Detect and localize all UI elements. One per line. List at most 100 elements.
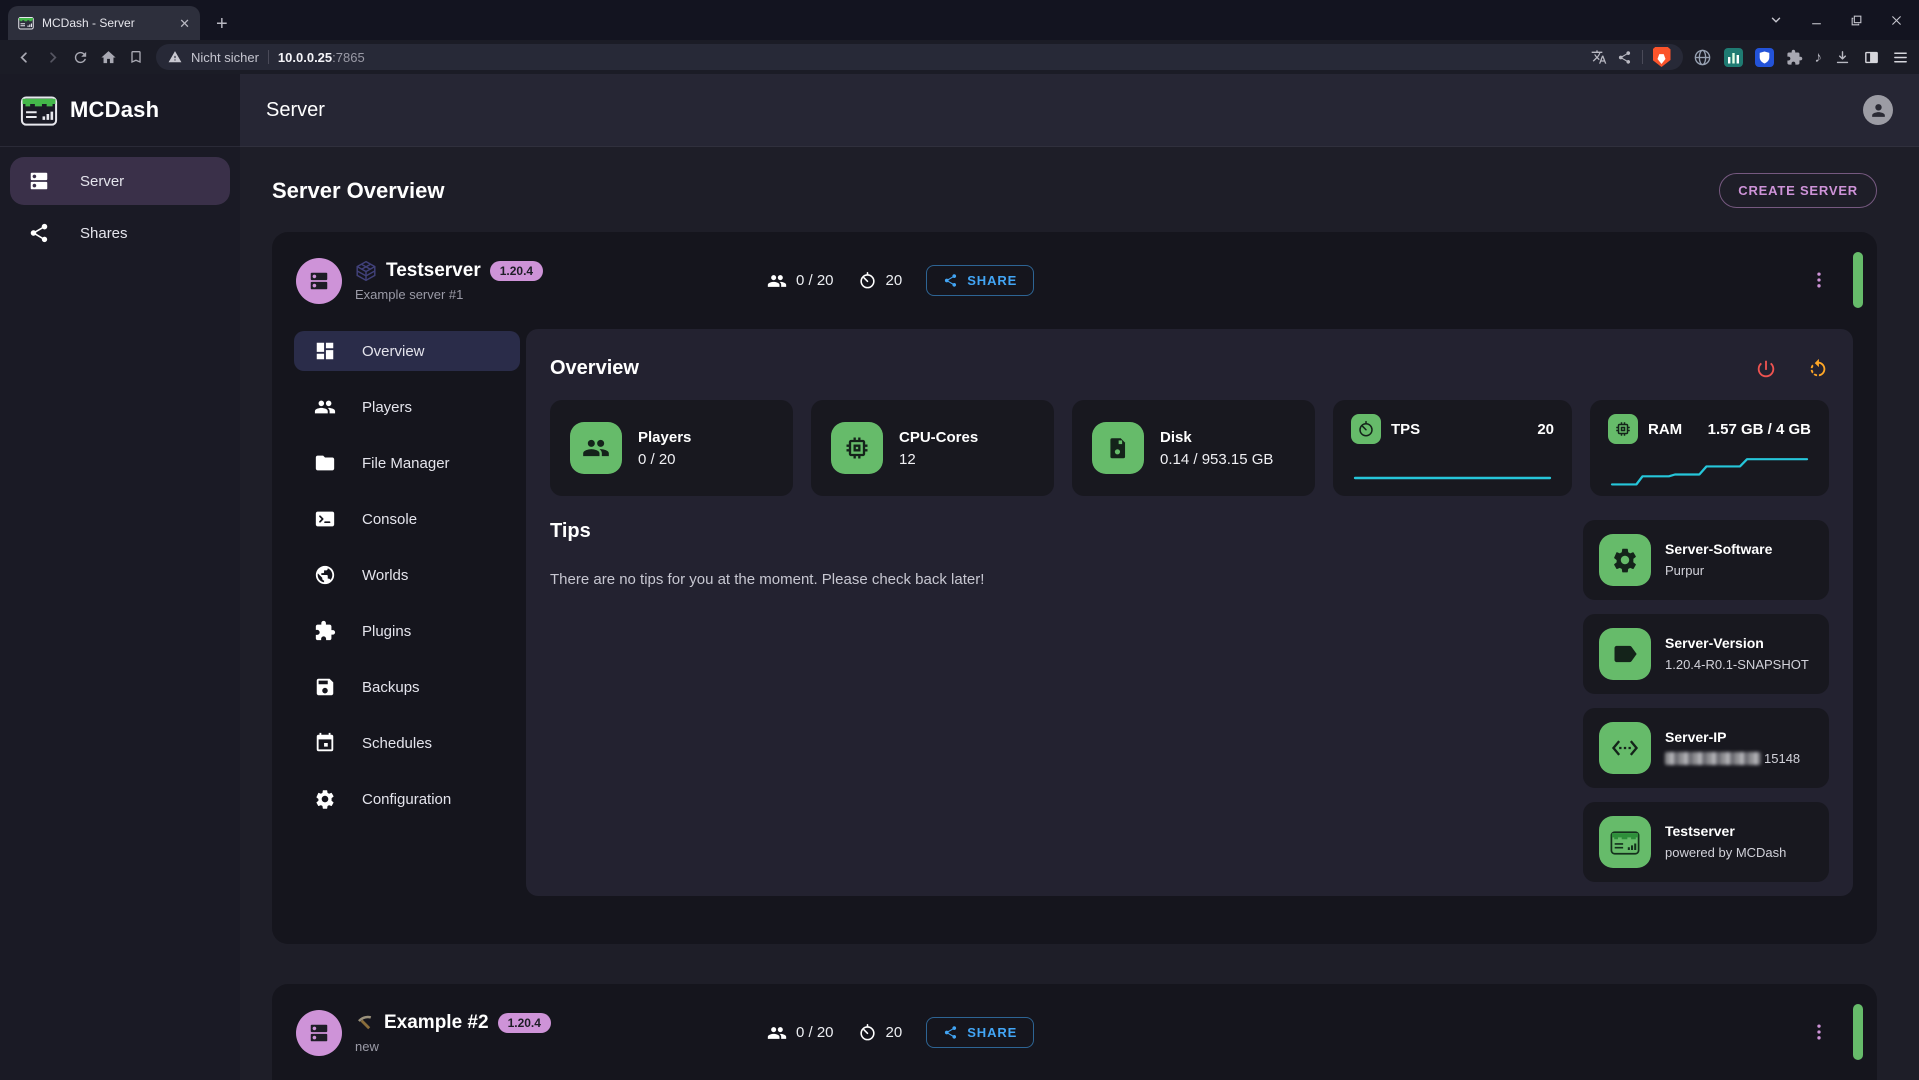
tab-plugins[interactable]: Plugins [294,611,520,651]
info-card-software: Server-Software Purpur [1583,520,1829,600]
tab-overview[interactable]: Overview [294,331,520,371]
sidebar: MCDash Server Shares [0,74,240,1080]
restart-button[interactable] [1807,358,1829,380]
server-subtitle: Example server #1 [355,286,464,302]
account-avatar[interactable] [1863,95,1893,125]
puzzle-icon [314,620,336,642]
home-button[interactable] [94,43,122,71]
stat-card-players: Players 0 / 20 [550,400,793,496]
tips-heading: Tips [550,520,591,542]
brand-name: MCDash [70,97,160,122]
forward-button[interactable] [38,43,66,71]
tab-worlds[interactable]: Worlds [294,555,520,595]
tps-gauge-icon [858,271,877,290]
players-count: 0 / 20 [796,1024,834,1041]
sidebar-item-server[interactable]: Server [10,157,230,205]
window-restore-button[interactable] [1843,7,1869,33]
person-icon [1869,101,1888,120]
redacted-ip [1665,751,1761,765]
server-card-example2: Example #2 1.20.4 new 0 / 20 20 SHARE [272,984,1877,1080]
tab-title: MCDash - Server [42,16,135,30]
globe-icon [314,564,336,586]
extensions-puzzle-icon[interactable] [1786,49,1803,66]
server-card-header[interactable]: Example #2 1.20.4 new 0 / 20 20 SHARE [272,984,1877,1080]
server-card-testserver: Testserver 1.20.4 Example server #1 0 / … [272,232,1877,944]
back-button[interactable] [10,43,38,71]
sidebar-toggle-icon[interactable] [1863,49,1880,66]
gear-icon [1599,534,1651,586]
overview-panel: Overview Players 0 / 20 [526,329,1853,896]
downloads-icon[interactable] [1834,49,1851,66]
url-field[interactable]: Nicht sicher 10.0.0.25:7865 [156,44,1683,70]
tab-backups[interactable]: Backups [294,667,520,707]
save-icon [314,676,336,698]
server-online-status-bar [1853,252,1863,308]
browser-menu-icon[interactable] [1892,49,1909,66]
players-icon [314,396,336,418]
sidebar-item-shares[interactable]: Shares [10,209,230,257]
server-menu-button[interactable] [1809,1022,1829,1047]
tab-search-chevron-icon[interactable] [1763,7,1789,33]
browser-tab[interactable]: MCDash - Server ✕ [8,6,200,40]
share-server-button[interactable]: SHARE [926,1017,1035,1048]
cpu-chip-icon [831,422,883,474]
globe-extension-icon[interactable] [1693,48,1712,67]
server-avatar [296,1009,342,1056]
url-host: 10.0.0.25 [277,49,333,65]
server-version-badge: 1.20.4 [489,260,544,281]
tab-close-icon[interactable]: ✕ [179,15,190,31]
server-info-column: Server-Software Purpur Server-Version 1.20… [1583,520,1829,882]
server-rack-icon [308,270,330,292]
ram-chip-icon [1608,414,1638,444]
not-secure-warning-icon [168,50,182,64]
ethernet-code-icon [1599,722,1651,774]
tps-gauge-icon [858,1023,877,1042]
tps-gauge-icon [1351,414,1381,444]
tab-file-manager[interactable]: File Manager [294,443,520,483]
music-extension-icon[interactable]: ♪ [1814,48,1823,66]
tips-section: Tips There are no tips for you at the mo… [550,520,1559,588]
tab-schedules[interactable]: Schedules [294,723,520,763]
new-tab-button[interactable]: + [216,13,228,35]
bookmarks-button[interactable] [122,43,150,71]
tab-players[interactable]: Players [294,387,520,427]
window-minimize-button[interactable] [1803,7,1829,33]
restart-icon [1807,358,1829,380]
bitwarden-extension-icon[interactable] [1754,47,1774,67]
tab-console[interactable]: Console [294,499,520,539]
server-online-status-bar [1853,1004,1863,1060]
power-off-button[interactable] [1755,358,1777,380]
share-server-button[interactable]: SHARE [926,265,1035,296]
tps-count: 20 [885,272,903,289]
server-rack-icon [28,170,50,192]
share-icon [943,1025,958,1040]
security-label: Nicht sicher [191,49,259,65]
players-icon [570,422,622,474]
window-close-button[interactable] [1883,7,1909,33]
url-port: :7865 [332,49,365,65]
sidebar-item-label: Shares [80,224,128,242]
calendar-icon [314,732,336,754]
server-menu-button[interactable] [1809,270,1829,295]
pickaxe-icon [358,1015,372,1029]
create-server-button[interactable]: CREATE SERVER [1719,173,1877,208]
stats-extension-icon[interactable] [1723,47,1743,67]
tab-configuration[interactable]: Configuration [294,779,520,819]
brave-shield-icon[interactable] [1652,47,1671,67]
players-icon [767,1023,787,1043]
page-title: Server [266,98,325,121]
brand: MCDash [0,74,240,147]
share-page-icon[interactable] [1617,50,1632,65]
server-rack-icon [308,1022,330,1044]
stat-card-tps: TPS 20 [1333,400,1572,496]
stat-card-disk: Disk 0.14 / 953.15 GB [1072,400,1315,496]
mcdash-logo-icon [20,96,58,126]
mcdash-logo-icon [1599,816,1651,868]
server-card-header[interactable]: Testserver 1.20.4 Example server #1 0 / … [272,232,1877,329]
info-card-ip: Server-IP 15148 [1583,708,1829,788]
info-card-version: Server-Version 1.20.4-R0.1-SNAPSHOT [1583,614,1829,694]
reload-button[interactable] [66,43,94,71]
translate-icon[interactable] [1591,49,1607,65]
tps-count: 20 [885,1024,903,1041]
server-avatar [296,257,342,304]
